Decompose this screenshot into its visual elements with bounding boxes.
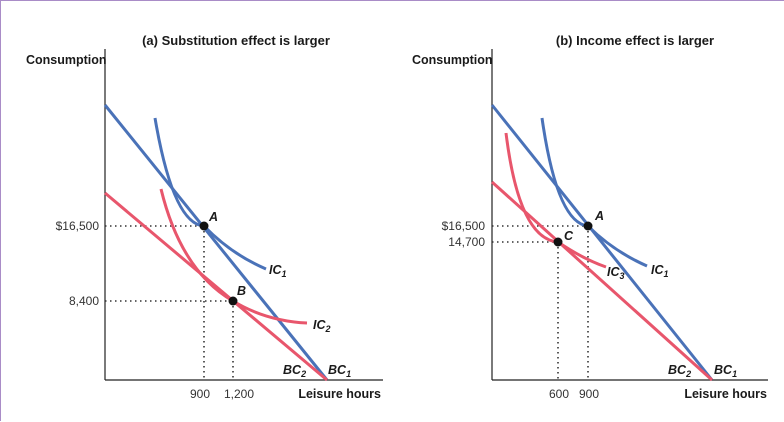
panel-a-bc1-label-base: BC: [328, 363, 347, 377]
panel-a-y-axis-label: Consumption: [26, 53, 107, 67]
panel-b-ic1-label: IC1: [651, 263, 669, 279]
panel-b-ic3-curve: [504, 132, 607, 269]
panel-a-bc2-line: [104, 191, 328, 382]
panel-a-title: (a) Substitution effect is larger: [142, 33, 330, 48]
panel-a-bc2-label-base: BC: [283, 363, 302, 377]
panel-a-y-tick-8400: 8,400: [69, 294, 99, 308]
panel-a-bc2-label: BC2: [283, 363, 306, 379]
panel-a-ic2-label-base: IC: [313, 318, 326, 332]
panel-a: (a) Substitution effect is larger Consum…: [26, 33, 383, 401]
panel-b-title: (b) Income effect is larger: [556, 33, 714, 48]
panel-a-bc1-line: [103, 104, 329, 381]
panel-a-x-axis-label: Leisure hours: [298, 387, 381, 401]
panel-b-y-tick-14700: 14,700: [448, 235, 485, 249]
panel-a-ic1-label: IC1: [269, 263, 287, 279]
panel-b-ic1-label-base: IC: [651, 263, 664, 277]
panel-b-bc1-label-sub: 1: [732, 369, 737, 379]
panel-a-ic2-label: IC2: [313, 318, 331, 334]
panel-a-bc1-label: BC1: [328, 363, 351, 379]
panel-a-x-tick-1200: 1,200: [224, 387, 254, 401]
panel-b-bc2-label-sub: 2: [685, 369, 691, 379]
panel-a-ic2-curve: [159, 188, 308, 325]
panel-a-ic1-label-base: IC: [269, 263, 282, 277]
panel-b-point-a: [583, 221, 593, 231]
panel-a-bc1-label-sub: 1: [346, 369, 351, 379]
panel-b-ic3-label-base: IC: [607, 265, 620, 279]
panel-a-point-b: [228, 296, 238, 306]
panel-b-bc2-label-base: BC: [668, 363, 687, 377]
panel-b-x-tick-600: 600: [549, 387, 569, 401]
panel-a-point-b-label: B: [237, 284, 246, 298]
panel-b-point-c: [553, 237, 563, 247]
panel-b-point-a-label: A: [594, 209, 604, 223]
panel-b-bc1-label: BC1: [714, 363, 737, 379]
panel-a-point-a: [199, 221, 209, 231]
panel-a-ic2-label-sub: 2: [325, 324, 331, 334]
panel-b-ic1-label-sub: 1: [664, 269, 669, 279]
panel-b-x-tick-900: 900: [579, 387, 599, 401]
panel-a-y-tick-16500: $16,500: [56, 219, 100, 233]
panel-a-x-tick-900: 900: [190, 387, 210, 401]
panel-b-bc1-label-base: BC: [714, 363, 733, 377]
panel-b-point-c-label: C: [564, 229, 574, 243]
panel-b-bc2-line: [490, 180, 714, 382]
panel-a-point-a-label: A: [208, 210, 218, 224]
panel-b-ic3-label: IC3: [607, 265, 625, 281]
panel-b-x-axis-label: Leisure hours: [684, 387, 767, 401]
panel-b-y-tick-16500: $16,500: [442, 219, 486, 233]
panel-a-ic1-label-sub: 1: [282, 269, 287, 279]
panel-a-bc2-label-sub: 2: [300, 369, 306, 379]
panel-b: (b) Income effect is larger Consumption …: [412, 33, 768, 401]
panel-b-ic3-label-sub: 3: [620, 271, 625, 281]
panel-a-ic1-curve: [153, 117, 267, 271]
panel-b-bc1-line: [490, 104, 714, 381]
panel-b-bc2-label: BC2: [668, 363, 691, 379]
panel-b-y-axis-label: Consumption: [412, 53, 493, 67]
